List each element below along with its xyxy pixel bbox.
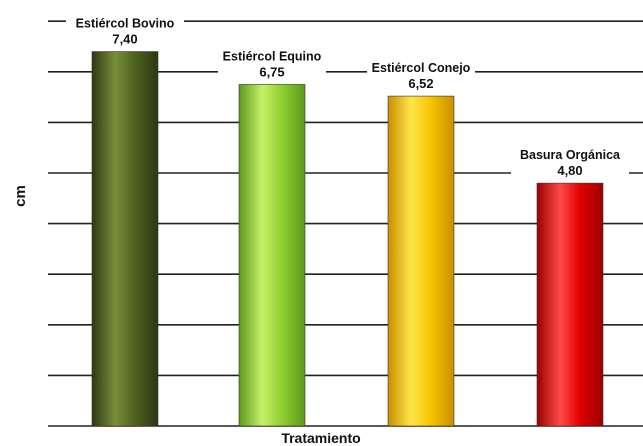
bar-1 xyxy=(91,51,159,427)
data-label: 4,80 xyxy=(557,163,582,178)
bar-label-backing xyxy=(511,145,629,180)
bar-label-backing xyxy=(218,46,326,81)
bar-label-backing xyxy=(367,58,475,93)
data-label: 6,52 xyxy=(408,76,433,91)
data-label: 6,75 xyxy=(259,64,284,79)
category-label: Estiércol Bovino xyxy=(76,17,175,31)
category-label: Estiércol Equino xyxy=(223,49,322,63)
x-axis-label: Tratamiento xyxy=(281,430,360,446)
category-label: Basura Orgánica xyxy=(520,148,621,162)
category-label: Estiércol Conejo xyxy=(372,61,471,75)
bar-label-backing xyxy=(66,13,184,48)
bar-4 xyxy=(536,182,604,427)
bar-3 xyxy=(387,95,455,427)
bar-2 xyxy=(238,84,306,427)
data-label: 7,40 xyxy=(112,32,137,47)
y-axis-label: cm xyxy=(12,185,29,207)
bars xyxy=(91,51,604,427)
